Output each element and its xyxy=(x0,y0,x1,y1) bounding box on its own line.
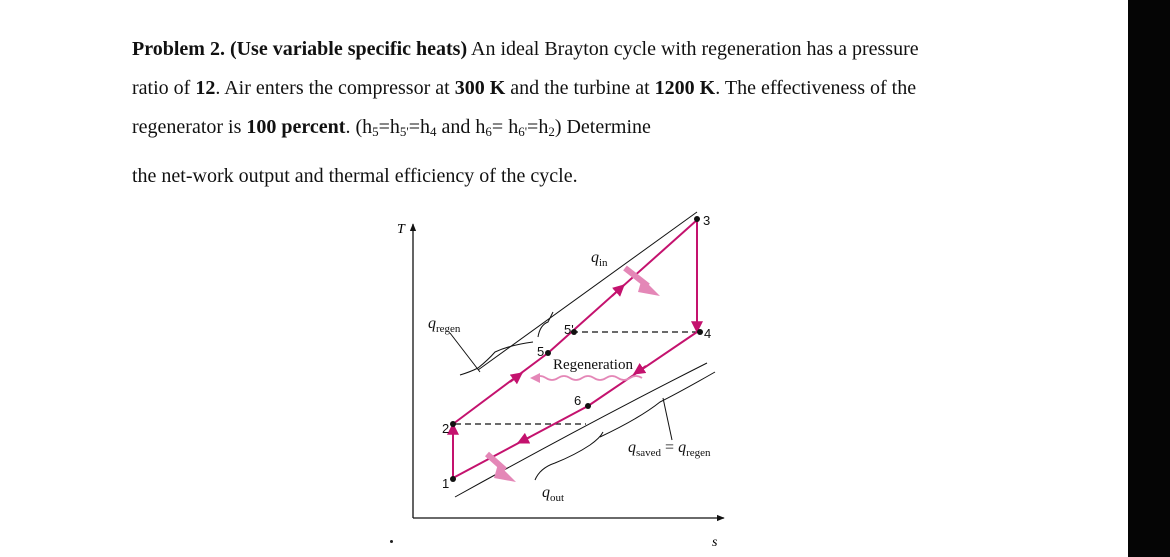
state-point-1 xyxy=(450,476,456,482)
brace-q-in xyxy=(537,311,554,338)
text-segment: =h xyxy=(378,116,400,138)
heat-out-arrow xyxy=(485,451,516,482)
state-point-5 xyxy=(545,350,551,356)
text-segment: = h xyxy=(491,116,519,138)
brace-q-regen xyxy=(459,341,534,376)
turbine-temp: 1200 K xyxy=(654,77,716,99)
point-label-5p: 5' xyxy=(564,322,574,337)
brace-q-out xyxy=(534,431,604,481)
text-segment: =h xyxy=(408,116,431,138)
subscript: 5 xyxy=(372,124,379,139)
q-out-label: qout xyxy=(542,484,564,504)
state-point-6 xyxy=(585,403,591,409)
arrow-on-4-6 xyxy=(633,363,647,375)
text-segment: ) Determine xyxy=(554,116,651,138)
subscript: 6 xyxy=(485,124,492,139)
regeneration-wave-head xyxy=(530,373,540,383)
text-segment: regenerator is xyxy=(132,116,247,138)
t-axis-label: T xyxy=(397,222,406,237)
arrow-on-6-1 xyxy=(516,432,531,444)
problem-line-2: ratio of 12. Air enters the compressor a… xyxy=(132,76,916,100)
text-segment: =h xyxy=(527,116,549,138)
arrow-on-5-3 xyxy=(611,284,625,297)
regeneration-label: Regeneration xyxy=(553,357,633,373)
brace-q-saved xyxy=(599,371,716,438)
point-label-1: 1 xyxy=(442,476,449,491)
s-axis-label: s xyxy=(712,535,718,550)
text-segment: . Air enters the compressor at xyxy=(215,77,455,99)
state-point-3 xyxy=(694,216,700,222)
point-label-2: 2 xyxy=(442,421,449,436)
state-point-2 xyxy=(450,421,456,427)
point-label-5: 5 xyxy=(537,344,544,359)
effectiveness: 100 percent xyxy=(246,116,346,138)
regeneration-wave xyxy=(533,375,643,381)
q-regen-label: qregen xyxy=(428,315,461,335)
compressor-temp: 300 K xyxy=(454,77,506,99)
subscript: 2 xyxy=(548,124,555,139)
text-segment: and h xyxy=(436,116,486,138)
subscript: 6' xyxy=(518,124,528,139)
problem-label: Problem 2. xyxy=(132,38,225,60)
subscript: 4 xyxy=(430,124,437,139)
isobar-low xyxy=(454,362,708,498)
point-label-6: 6 xyxy=(574,393,581,408)
q-saved-label: qsaved = qregen xyxy=(628,439,711,459)
problem-line-1: Problem 2. (Use variable specific heats)… xyxy=(132,37,919,61)
isobar-high xyxy=(477,211,698,371)
problem-hint: (Use variable specific heats) xyxy=(229,38,468,60)
state-point-4 xyxy=(697,329,703,335)
point-label-4: 4 xyxy=(704,326,711,341)
text-segment: ratio of xyxy=(132,77,196,99)
heat-in-arrow xyxy=(623,265,660,296)
problem-text-1: An ideal Brayton cycle with regeneration… xyxy=(467,38,919,60)
state-point-5p xyxy=(571,329,577,335)
problem-line-3: regenerator is 100 percent. (h5=h5'=h4 a… xyxy=(132,115,651,139)
arrow-on-2-5 xyxy=(509,372,523,385)
text-segment: . The effectiveness of the xyxy=(715,77,917,99)
subscript: 5' xyxy=(399,124,409,139)
point-label-3: 3 xyxy=(703,213,710,228)
q-in-label: qin xyxy=(591,249,608,269)
text-segment: and the turbine at xyxy=(505,77,655,99)
right-edge-bar xyxy=(1128,0,1170,557)
pressure-ratio: 12 xyxy=(195,77,216,99)
brace-saved-leader xyxy=(662,397,673,441)
process-2-5 xyxy=(452,352,549,425)
problem-line-4: the net-work output and thermal efficien… xyxy=(132,165,578,187)
text-segment: . (h xyxy=(345,116,373,138)
brace-regen-leader xyxy=(449,332,481,373)
stray-dot xyxy=(390,540,393,543)
